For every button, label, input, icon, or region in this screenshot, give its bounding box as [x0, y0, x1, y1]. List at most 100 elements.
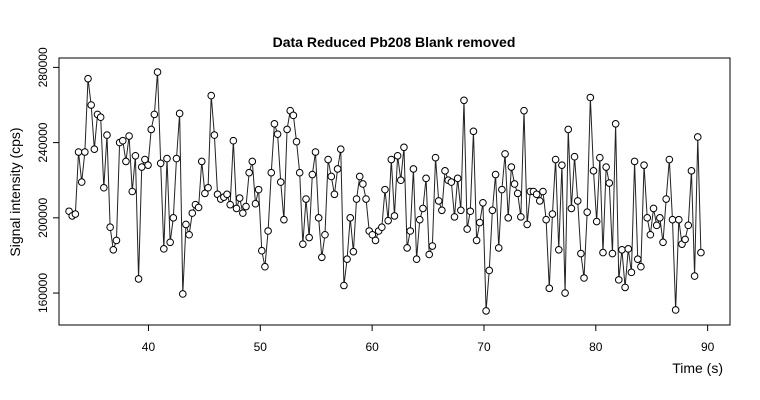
data-point: [381, 185, 389, 194]
data-point: [384, 216, 392, 225]
data-point: [589, 167, 598, 175]
data-point: [201, 189, 209, 198]
data-point: [239, 209, 247, 217]
data-point: [659, 238, 667, 247]
data-point: [573, 197, 582, 205]
data-point: [333, 165, 342, 173]
plot-frame: [58, 57, 731, 326]
data-point: [602, 163, 610, 171]
data-point: [482, 307, 490, 315]
data-point: [501, 150, 509, 158]
data-point: [261, 262, 269, 271]
data-point: [141, 155, 149, 164]
data-point: [273, 130, 282, 138]
data-point: [558, 161, 566, 169]
data-point: [665, 155, 674, 164]
data-point: [81, 148, 89, 156]
data-point: [299, 240, 307, 248]
data-point: [592, 217, 601, 226]
data-point: [160, 245, 168, 253]
data-point: [457, 206, 465, 215]
data-point: [96, 113, 105, 122]
data-point: [311, 148, 320, 156]
data-point: [668, 215, 677, 224]
data-point: [434, 197, 443, 205]
data-point: [479, 198, 487, 207]
data-point: [343, 255, 351, 263]
data-point: [232, 204, 241, 213]
data-point: [340, 281, 348, 290]
y-tick-label: 200000: [36, 197, 50, 237]
data-point: [577, 249, 585, 258]
data-point: [662, 195, 670, 203]
data-point: [188, 209, 197, 217]
data-point: [453, 174, 462, 183]
data-series: [65, 68, 705, 315]
data-point: [643, 214, 652, 222]
data-point: [314, 214, 323, 222]
data-point: [472, 236, 481, 245]
data-point: [302, 195, 310, 203]
data-point: [460, 96, 468, 105]
data-point: [627, 268, 636, 277]
data-point: [488, 206, 497, 215]
data-point: [242, 202, 250, 211]
x-tick-label: 40: [142, 340, 156, 354]
data-point: [346, 214, 355, 222]
data-point: [520, 106, 528, 115]
y-axis-label: Signal intensity (cps): [7, 127, 23, 256]
data-point: [90, 145, 99, 153]
data-point: [415, 215, 424, 224]
data-point: [112, 236, 121, 245]
data-point: [175, 109, 184, 118]
data-point: [491, 170, 500, 179]
data-point: [652, 221, 661, 230]
data-point: [640, 161, 648, 169]
data-point: [548, 210, 557, 218]
data-point: [122, 157, 130, 166]
data-point: [611, 120, 620, 128]
data-point: [74, 148, 83, 156]
data-point: [596, 153, 604, 162]
x-tick-label: 60: [365, 340, 379, 354]
data-point: [179, 290, 187, 298]
data-point: [624, 245, 633, 253]
data-point: [599, 248, 607, 257]
data-point: [362, 195, 370, 203]
data-point: [498, 185, 506, 194]
data-point: [633, 255, 642, 263]
data-point: [605, 179, 614, 187]
data-point: [513, 189, 522, 198]
data-point: [469, 127, 478, 136]
data-point: [321, 230, 329, 239]
data-point: [646, 230, 655, 239]
data-point: [163, 154, 171, 163]
y-axis: 160000 200000 240000 280000: [36, 47, 59, 313]
data-point: [583, 208, 591, 216]
data-point: [355, 172, 364, 181]
data-point: [118, 136, 127, 145]
data-point: [352, 195, 361, 203]
data-point: [618, 245, 626, 254]
data-point: [305, 233, 313, 242]
data-point: [264, 227, 272, 235]
data-point: [128, 187, 137, 196]
data-point: [532, 190, 541, 199]
data-point: [308, 170, 317, 179]
x-axis: 40 50 60 70 80 90: [142, 325, 715, 354]
data-point: [182, 220, 190, 229]
data-point: [295, 168, 304, 177]
data-point: [289, 111, 298, 120]
data-point: [428, 242, 437, 250]
data-point: [675, 215, 683, 224]
data-point: [166, 238, 174, 247]
data-point: [387, 155, 396, 164]
data-point: [393, 151, 402, 160]
data-point: [87, 101, 95, 109]
data-point: [359, 180, 367, 188]
data-point: [106, 223, 114, 232]
data-point: [248, 157, 257, 166]
data-point: [267, 168, 276, 177]
